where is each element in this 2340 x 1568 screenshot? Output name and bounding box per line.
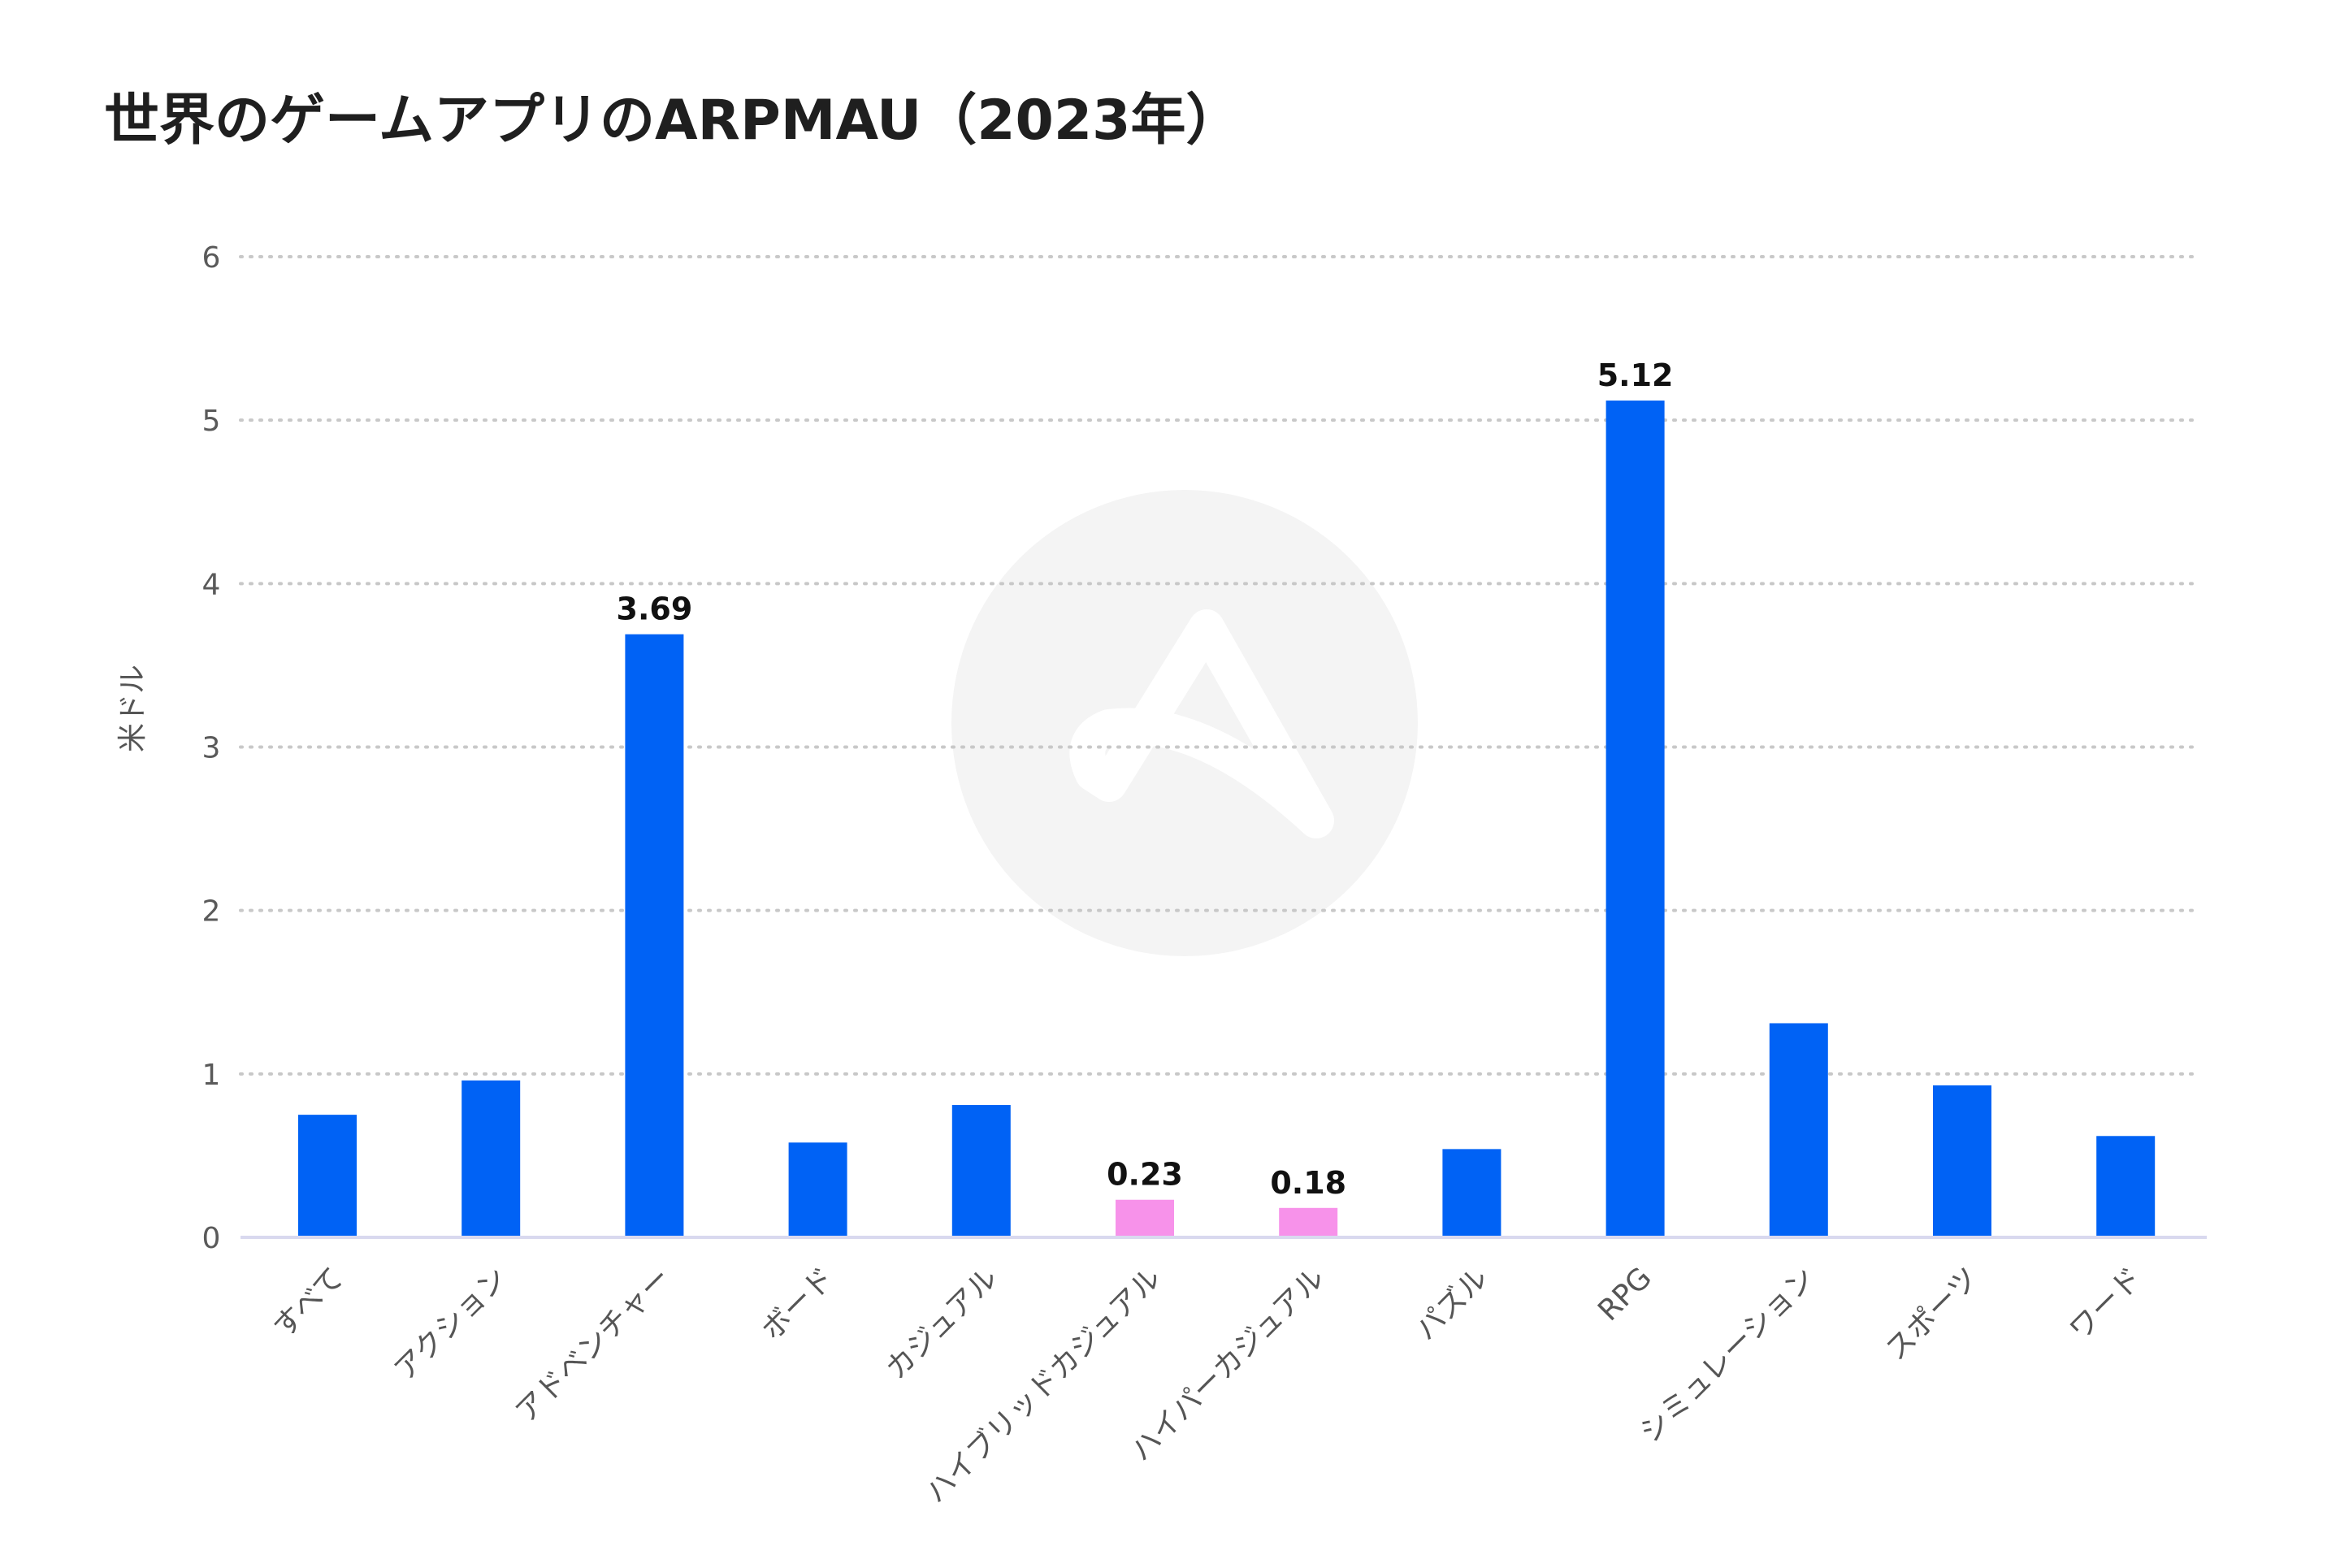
y-tick-label: 5 xyxy=(202,405,221,438)
x-tick-label: ボード xyxy=(756,1261,841,1346)
y-tick-label: 1 xyxy=(202,1059,221,1092)
x-tick-label: ワード xyxy=(2063,1261,2148,1346)
bar xyxy=(1606,401,1665,1238)
y-axis-ticks: 0 1 2 3 4 5 6 xyxy=(202,241,221,1255)
x-tick-label: アクション xyxy=(388,1261,514,1387)
y-tick-label: 6 xyxy=(202,241,221,275)
x-tick-label: シミュレーション xyxy=(1634,1261,1822,1449)
bar xyxy=(1442,1149,1502,1237)
bar xyxy=(1116,1199,1174,1237)
bar xyxy=(298,1115,357,1237)
gridlines xyxy=(239,255,2195,1076)
bar xyxy=(462,1080,521,1237)
x-tick-label: アドベンチャー xyxy=(509,1261,678,1429)
x-tick-label: スポーツ xyxy=(1879,1261,1985,1367)
data-label: 0.18 xyxy=(1270,1165,1346,1201)
bar xyxy=(2096,1136,2156,1237)
chart-title: 世界のゲームアプリのARPMAU（2023年） xyxy=(104,89,1242,153)
data-label: 0.23 xyxy=(1107,1157,1183,1193)
y-tick-label: 4 xyxy=(202,568,221,601)
y-axis-title: 米ドル xyxy=(116,665,150,752)
bar xyxy=(1769,1023,1828,1237)
bar xyxy=(625,634,684,1237)
x-tick-label: パズル xyxy=(1409,1261,1494,1346)
data-label: 3.69 xyxy=(617,591,693,627)
x-tick-label: RPG xyxy=(1592,1261,1658,1328)
bar xyxy=(951,1105,1011,1237)
y-tick-label: 3 xyxy=(202,732,221,765)
x-tick-label: カジュアル xyxy=(879,1261,1004,1386)
data-labels: 3.69 0.23 0.18 5.12 xyxy=(617,357,1674,1201)
y-tick-label: 0 xyxy=(202,1222,221,1255)
bar xyxy=(788,1142,847,1237)
bars xyxy=(298,401,2156,1238)
watermark-logo-icon xyxy=(951,490,1418,956)
bar xyxy=(1933,1085,1991,1237)
x-tick-label: すべて xyxy=(267,1261,351,1345)
y-tick-label: 2 xyxy=(202,895,221,929)
bar xyxy=(1279,1207,1338,1237)
data-label: 5.12 xyxy=(1597,357,1674,393)
